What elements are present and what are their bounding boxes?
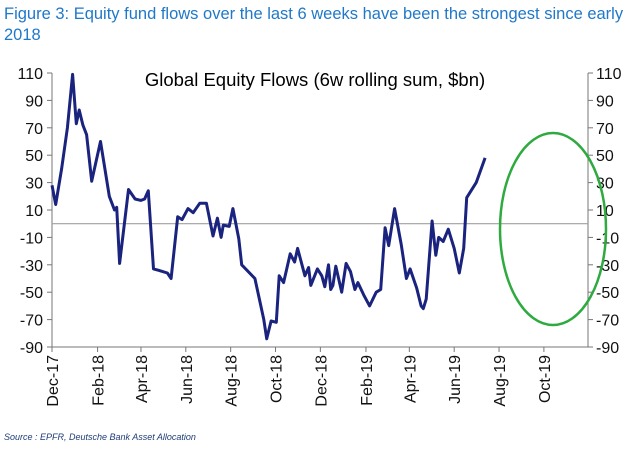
y-tick-label-left: -30 — [20, 258, 43, 275]
x-tick-label: Apr-18 — [134, 355, 151, 403]
x-tick-label: Dec-17 — [45, 355, 62, 407]
chart-title: Global Equity Flows (6w rolling sum, $bn… — [145, 69, 485, 90]
y-tick-label-right: -70 — [596, 313, 619, 330]
x-tick-label: Jun-19 — [447, 355, 464, 404]
y-tick-label-left: 10 — [25, 203, 43, 220]
y-tick-label-left: 50 — [25, 148, 43, 165]
y-tick-label-right: -90 — [596, 340, 619, 357]
x-tick-label: Feb-18 — [91, 355, 108, 406]
x-axis: Dec-17 Feb-18 Apr-18 Jun-18 Aug-18 Oct-18 Dec-… — [45, 346, 588, 407]
y-tick-label-right: 110 — [596, 66, 622, 83]
x-tick-label: Aug-19 — [492, 355, 509, 407]
y-tick-label-left: 90 — [25, 93, 43, 110]
x-tick-label: Dec-18 — [313, 355, 330, 407]
x-tick-label: Oct-18 — [269, 355, 286, 403]
y-tick-label-right: 90 — [596, 93, 614, 110]
y-tick-label-right: 50 — [596, 148, 614, 165]
x-tick-label: Jun-18 — [179, 355, 196, 404]
highlight-ellipse — [498, 131, 608, 327]
y-axis-left: 110 90 70 50 30 10 -10 -30 -50 -70 -90 — [17, 66, 53, 357]
series-line — [50, 72, 487, 341]
y-tick-label-left: -10 — [20, 230, 43, 247]
y-tick-label-left: 110 — [17, 66, 43, 83]
y-tick-label-left: 30 — [25, 176, 43, 193]
source-note: Source : EPFR, Deutsche Bank Asset Alloc… — [4, 432, 196, 442]
y-tick-label-left: -90 — [20, 340, 43, 357]
x-tick-label: Apr-19 — [402, 355, 419, 403]
x-tick-label: Aug-18 — [224, 355, 241, 407]
figure-title: Figure 3: Equity fund flows over the las… — [4, 5, 624, 44]
y-tick-label-right: -50 — [596, 285, 619, 302]
y-tick-label-right: -10 — [596, 230, 619, 247]
y-tick-label-right: 70 — [596, 121, 614, 138]
y-tick-label-left: -50 — [20, 285, 43, 302]
x-tick-label: Feb-19 — [359, 355, 376, 406]
y-tick-label-left: -70 — [20, 313, 43, 330]
y-tick-label-left: 70 — [25, 121, 43, 138]
x-tick-label: Oct-19 — [537, 355, 554, 403]
